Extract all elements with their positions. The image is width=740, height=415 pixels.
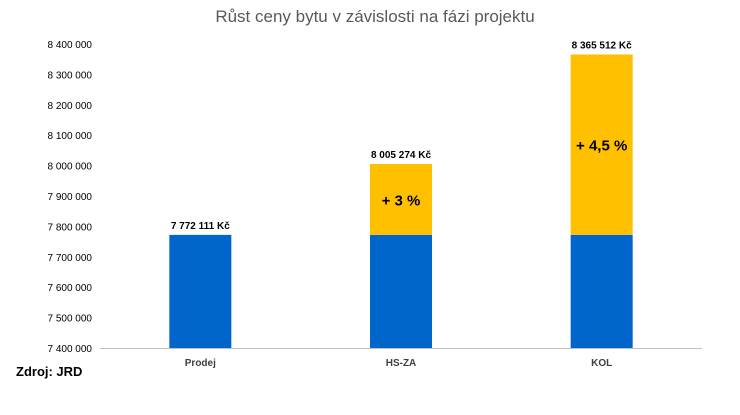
y-tick-label: 8 300 000 [48,70,93,81]
x-axis: Prodej HS-ZA KOL [100,348,702,369]
increase-label: + 4,5 % [576,138,627,155]
chart-title: Růst ceny bytu v závislosti na fázi proj… [215,7,534,26]
x-tick-label: Prodej [185,358,216,369]
x-tick-label: HS-ZA [386,358,417,369]
y-tick-label: 7 900 000 [48,192,93,203]
bar-base-prodej [169,234,232,348]
y-tick-label: 8 200 000 [48,101,93,112]
y-axis: 7 400 000 7 500 000 7 600 000 7 700 000 7 80… [48,40,93,355]
y-tick-label: 8 100 000 [48,131,93,142]
source-note: Zdroj: JRD [16,364,83,379]
data-label: 8 365 512 Kč [572,40,632,51]
data-label: 8 005 274 Kč [371,150,431,161]
bars-group: 7 772 111 Kč + 3 % 8 005 274 Kč + 4,5 % 8 36… [169,40,633,348]
y-tick-label: 7 800 000 [48,222,93,233]
x-tick-label: KOL [591,358,612,369]
data-label: 7 772 111 Kč [171,221,230,232]
y-tick-label: 7 500 000 [48,314,93,325]
bar-increase-hs-za [370,163,432,235]
y-tick-label: 7 700 000 [48,253,93,264]
y-tick-label: 8 000 000 [48,162,93,173]
bar-base-hs-za [370,234,432,348]
increase-label: + 3 % [382,192,421,209]
y-tick-label: 7 600 000 [48,283,93,294]
y-tick-label: 8 400 000 [48,40,93,51]
bar-base-kol [570,234,633,348]
bar-increase-kol [570,54,633,235]
y-tick-label: 7 400 000 [48,344,93,355]
